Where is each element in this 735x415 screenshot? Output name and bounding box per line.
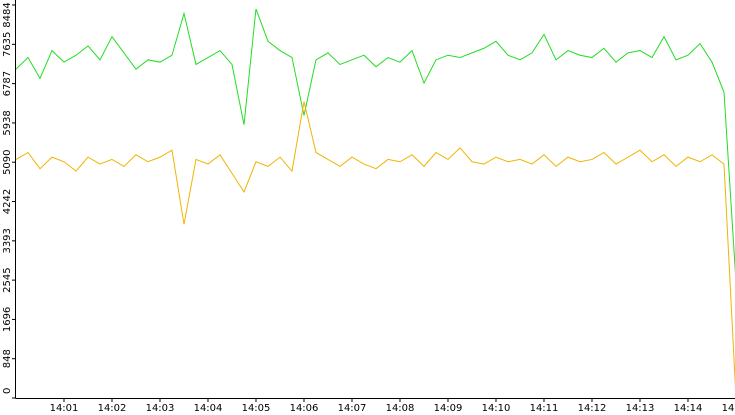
y-tick-label: 848 <box>2 349 13 368</box>
x-tick-label: 14:13 <box>626 403 655 414</box>
x-tick-label: 14:01 <box>50 403 79 414</box>
x-tick-label: 14:03 <box>146 403 175 414</box>
x-tick-label: 14:10 <box>482 403 511 414</box>
x-tick-label: 14:07 <box>338 403 367 414</box>
x-tick-label: 14:15 <box>722 403 735 414</box>
y-tick-label: 1696 <box>2 307 13 332</box>
x-tick-label: 14:04 <box>194 403 223 414</box>
y-tick-label: 6787 <box>2 71 13 96</box>
y-tick-label: 3393 <box>2 228 13 253</box>
y-tick-label: 5938 <box>2 110 13 135</box>
x-tick-label: 14:11 <box>530 403 559 414</box>
x-tick-label: 14:14 <box>674 403 703 414</box>
y-tick-label: 5090 <box>2 149 13 174</box>
y-tick-label: 8484 <box>2 2 13 27</box>
x-tick-label: 14:12 <box>578 403 607 414</box>
series-line <box>15 101 735 389</box>
x-tick-label: 14:06 <box>290 403 319 414</box>
y-tick-label: 4242 <box>2 189 13 214</box>
x-tick-label: 14:05 <box>242 403 271 414</box>
y-tick-label: 2545 <box>2 267 13 292</box>
x-tick-label: 14:09 <box>434 403 463 414</box>
x-tick-label: 14:08 <box>386 403 415 414</box>
series-line <box>15 8 735 275</box>
y-tick-label: 7635 <box>2 32 13 57</box>
y-tick-label: 0 <box>2 388 13 394</box>
x-tick-label: 14:02 <box>98 403 127 414</box>
